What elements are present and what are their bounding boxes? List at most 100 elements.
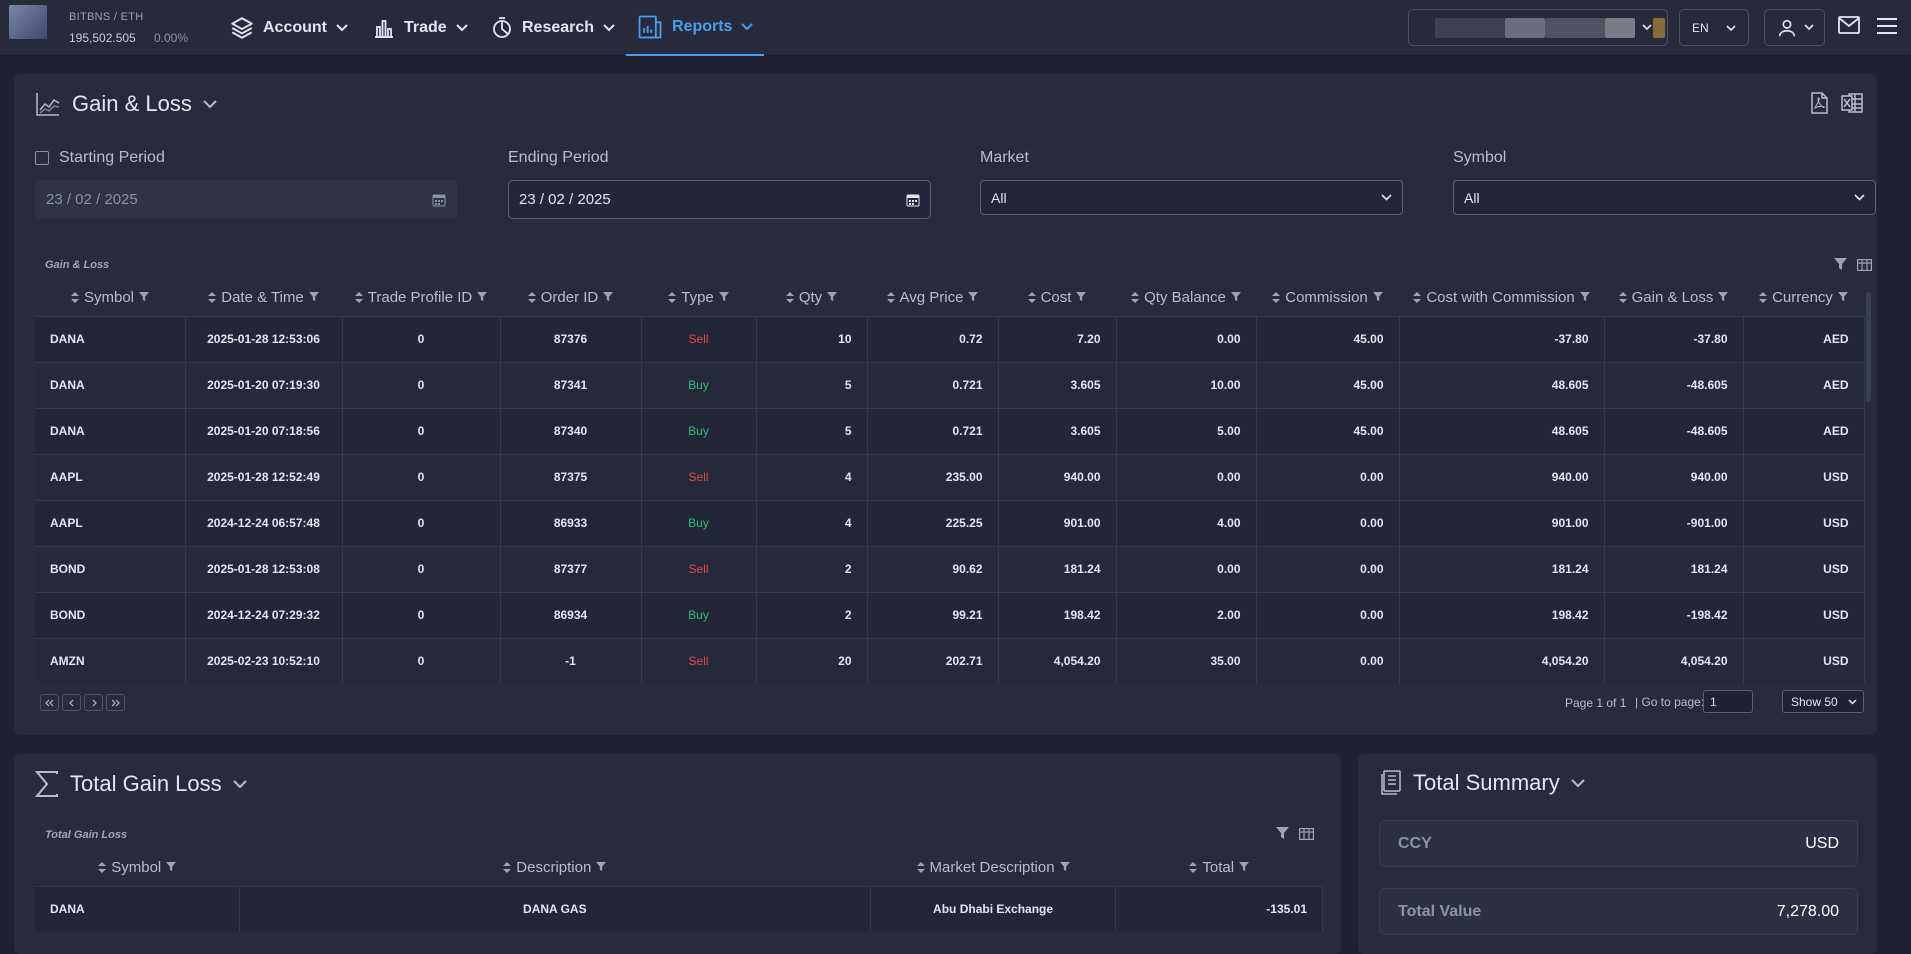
filter-icon[interactable] [1059,862,1070,872]
column-header-cost[interactable]: Cost [998,280,1116,316]
filter-icon[interactable] [596,862,607,872]
sort-icon[interactable] [354,291,363,303]
symbol-select[interactable]: All [1453,180,1876,215]
ending-period-input[interactable]: 23 / 02 / 2025 [508,180,931,219]
sort-icon[interactable] [1189,861,1198,873]
filter-icon[interactable] [1230,292,1241,302]
column-header-currency[interactable]: Currency [1743,280,1864,316]
filter-icon[interactable] [1718,292,1729,302]
excel-export-icon[interactable] [1841,92,1863,114]
column-header-order-id[interactable]: Order ID [500,280,641,316]
sort-icon[interactable] [1759,291,1768,303]
column-header-trade-profile-id[interactable]: Trade Profile ID [342,280,500,316]
filter-icon[interactable] [477,292,488,302]
column-header-commission[interactable]: Commission [1256,280,1399,316]
sort-icon[interactable] [785,291,794,303]
account-selector-toggle[interactable] [1627,9,1668,46]
brand-logo[interactable] [9,5,47,39]
last-page-button[interactable] [106,694,125,711]
column-header-date-time[interactable]: Date & Time [185,280,342,316]
sort-icon[interactable] [668,291,677,303]
column-header-symbol[interactable]: Symbol [35,850,240,886]
filter-icon[interactable] [1076,292,1087,302]
account-selector[interactable] [1408,9,1668,46]
sort-icon[interactable] [886,291,895,303]
columns-icon[interactable] [1299,827,1314,840]
cell-type: Sell [641,315,757,362]
column-header-label: Trade Profile ID [367,288,473,306]
page-size-select[interactable]: Show 50 [1782,690,1864,713]
table-row[interactable]: AAPL 2024-12-24 06:57:48 0 86933 Buy 4 225.25 9… [35,499,1865,546]
column-header-gain-loss[interactable]: Gain & Loss [1604,280,1743,316]
table-row[interactable]: DANA DANA GAS Abu Dhabi Exchange -135.01 [35,885,1323,932]
column-header-type[interactable]: Type [641,280,756,316]
mail-icon[interactable] [1838,16,1860,34]
filter-icon[interactable] [1579,292,1590,302]
cell-cost-with-commission: 198.42 [1399,591,1605,638]
table-row[interactable]: DANA 2025-01-20 07:18:56 0 87340 Buy 5 0.721 3.… [35,407,1865,454]
gain-loss-table: Symbol Date & Time Trade Profile ID Order I… [35,280,1865,684]
cell-date-time: 2024-12-24 06:57:48 [185,499,343,546]
starting-period-checkbox[interactable] [35,151,49,165]
first-page-button[interactable] [40,694,59,711]
sort-icon[interactable] [1272,291,1281,303]
market-select[interactable]: All [980,180,1403,215]
total-gain-loss-title[interactable]: Total Gain Loss [34,770,248,798]
gain-loss-title[interactable]: Gain & Loss [34,90,218,118]
column-header-cost-with-commission[interactable]: Cost with Commission [1399,280,1604,316]
table-row[interactable]: DANA 2025-01-28 12:53:06 0 87376 Sell 10 0.72 7… [35,315,1865,362]
column-header-symbol[interactable]: Symbol [35,280,185,316]
filter-icon[interactable] [1837,292,1848,302]
filter-icon[interactable] [718,292,729,302]
table-scrollbar[interactable] [1866,292,1871,402]
nav-trade[interactable]: Trade [372,0,469,56]
total-summary-title[interactable]: Total Summary [1379,770,1586,796]
column-header-qty[interactable]: Qty [756,280,867,316]
gain-loss-title-text: Gain & Loss [72,91,192,116]
sort-icon[interactable] [503,861,512,873]
sort-icon[interactable] [527,291,536,303]
user-menu-button[interactable] [1764,9,1825,46]
nav-account[interactable]: Account [229,0,349,56]
sort-icon[interactable] [1413,291,1422,303]
filter-icon[interactable] [968,292,979,302]
sigma-icon [34,770,60,798]
filter-icon[interactable] [1239,862,1250,872]
cell-qty-balance: 2.00 [1116,591,1257,638]
goto-page-input[interactable]: 1 [1703,690,1753,713]
sort-icon[interactable] [98,861,107,873]
sort-icon[interactable] [208,291,217,303]
language-select[interactable]: EN [1679,9,1749,46]
filter-icon[interactable] [1276,827,1289,840]
sort-icon[interactable] [916,861,925,873]
table-row[interactable]: AMZN 2025-02-23 10:52:10 0 -1 Sell 20 202.71 4,… [35,637,1865,684]
filter-icon[interactable] [603,292,614,302]
filter-icon[interactable] [308,292,319,302]
filter-icon[interactable] [1834,258,1847,271]
calendar-icon[interactable] [906,193,920,207]
table-row[interactable]: BOND 2024-12-24 07:29:32 0 86934 Buy 2 99.21 19… [35,591,1865,638]
table-row[interactable]: DANA 2025-01-20 07:19:30 0 87341 Buy 5 0.721 3.… [35,361,1865,408]
pdf-export-icon[interactable] [1809,92,1829,114]
hamburger-menu-icon[interactable] [1876,17,1898,35]
column-header-avg-price[interactable]: Avg Price [867,280,998,316]
filter-icon[interactable] [1372,292,1383,302]
column-header-qty-balance[interactable]: Qty Balance [1116,280,1256,316]
sort-icon[interactable] [1027,291,1036,303]
nav-research[interactable]: Research [490,0,616,56]
table-row[interactable]: AAPL 2025-01-28 12:52:49 0 87375 Sell 4 235.00… [35,453,1865,500]
column-header-description[interactable]: Description [239,850,871,886]
filter-icon[interactable] [166,862,177,872]
sort-icon[interactable] [1131,291,1140,303]
sort-icon[interactable] [70,291,79,303]
column-header-market-description[interactable]: Market Description [870,850,1116,886]
column-header-total[interactable]: Total [1115,850,1323,886]
sort-icon[interactable] [1618,291,1627,303]
filter-icon[interactable] [139,292,150,302]
filter-icon[interactable] [827,292,838,302]
nav-reports[interactable]: Reports [626,0,765,56]
columns-icon[interactable] [1857,258,1872,271]
prev-page-button[interactable] [62,694,81,711]
table-row[interactable]: BOND 2025-01-28 12:53:08 0 87377 Sell 2 90.62 1… [35,545,1865,592]
next-page-button[interactable] [84,694,103,711]
